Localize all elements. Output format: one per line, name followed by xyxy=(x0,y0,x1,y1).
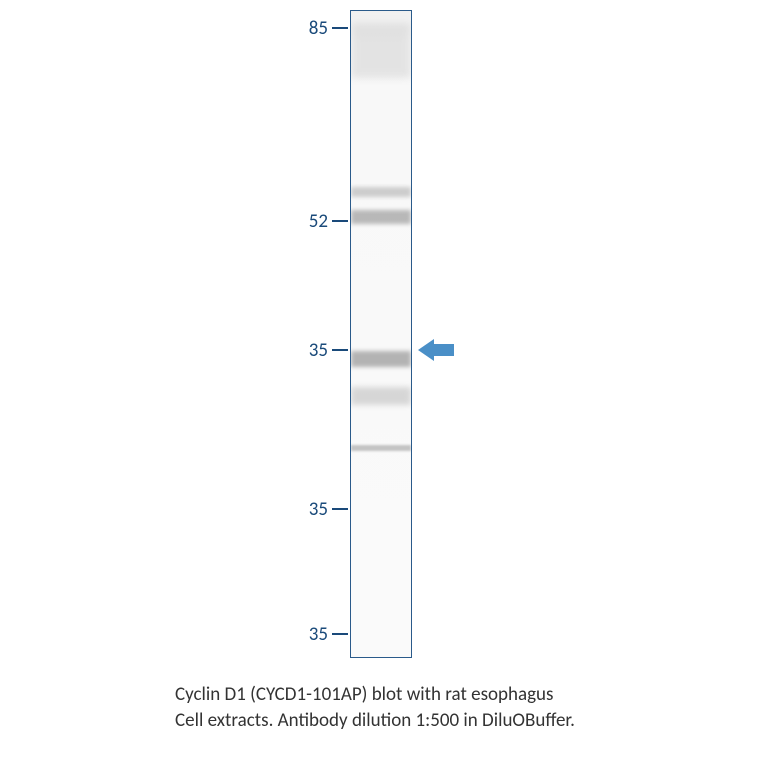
marker-label: 35 xyxy=(298,623,328,646)
marker-label: 35 xyxy=(298,339,328,362)
marker-label: 85 xyxy=(298,17,328,40)
blot-band xyxy=(351,187,411,197)
blot-smear-top xyxy=(351,23,411,78)
marker-tick xyxy=(332,633,348,635)
figure-caption: Cyclin D1 (CYCD1-101AP) blot with rat es… xyxy=(175,682,575,733)
blot-band-target xyxy=(351,351,411,367)
marker-tick xyxy=(332,508,348,510)
arrow-indicator xyxy=(418,339,454,361)
marker-label: 52 xyxy=(298,210,328,233)
blot-band xyxy=(351,387,411,405)
caption-line-1: Cyclin D1 (CYCD1-101AP) blot with rat es… xyxy=(175,682,575,708)
arrow-head-icon xyxy=(418,339,434,361)
marker-label: 35 xyxy=(298,498,328,521)
western-blot-lane xyxy=(350,10,412,658)
blot-band xyxy=(351,210,411,224)
arrow-body-icon xyxy=(433,344,454,356)
marker-tick xyxy=(332,349,348,351)
marker-tick xyxy=(332,220,348,222)
caption-line-2: Cell extracts. Antibody dilution 1:500 i… xyxy=(175,708,575,734)
marker-tick xyxy=(332,27,348,29)
blot-band xyxy=(351,445,411,451)
